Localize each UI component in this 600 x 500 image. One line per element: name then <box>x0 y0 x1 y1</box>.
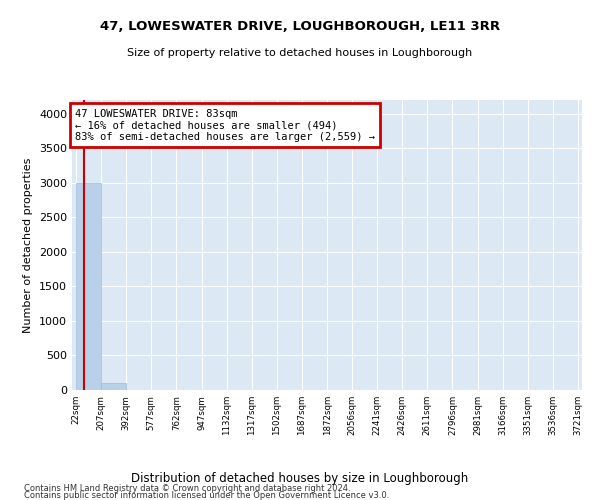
Text: 47, LOWESWATER DRIVE, LOUGHBOROUGH, LE11 3RR: 47, LOWESWATER DRIVE, LOUGHBOROUGH, LE11… <box>100 20 500 33</box>
Text: Contains HM Land Registry data © Crown copyright and database right 2024.: Contains HM Land Registry data © Crown c… <box>24 484 350 493</box>
Y-axis label: Number of detached properties: Number of detached properties <box>23 158 34 332</box>
Text: 47 LOWESWATER DRIVE: 83sqm
← 16% of detached houses are smaller (494)
83% of sem: 47 LOWESWATER DRIVE: 83sqm ← 16% of deta… <box>75 108 375 142</box>
Bar <box>76 183 101 390</box>
Text: Contains public sector information licensed under the Open Government Licence v3: Contains public sector information licen… <box>24 490 389 500</box>
Text: Size of property relative to detached houses in Loughborough: Size of property relative to detached ho… <box>127 48 473 58</box>
Text: Distribution of detached houses by size in Loughborough: Distribution of detached houses by size … <box>131 472 469 485</box>
Bar <box>101 383 126 390</box>
